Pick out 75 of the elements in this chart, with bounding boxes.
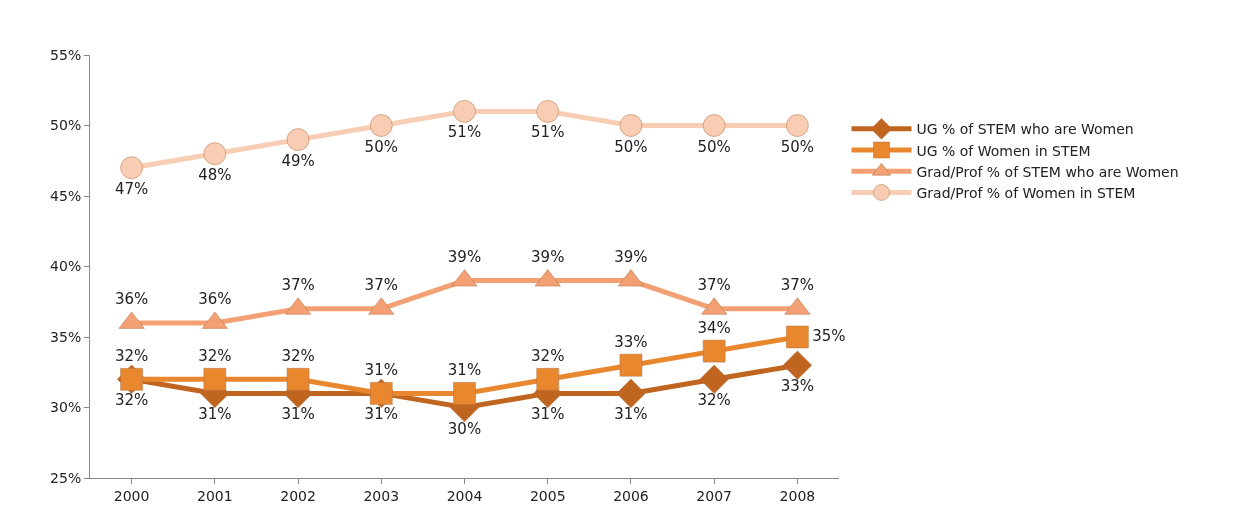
data-label: 50% <box>614 137 648 156</box>
point <box>370 114 393 137</box>
x-tick-label: 2002 <box>280 487 316 504</box>
data-label: 37% <box>281 276 315 295</box>
data-label: 35% <box>812 326 846 345</box>
y-tick-label: 55% <box>50 46 82 63</box>
data-label: 36% <box>198 290 232 309</box>
data-label: 31% <box>364 360 398 379</box>
data-label: 30% <box>447 419 482 438</box>
point <box>286 128 310 151</box>
data-label: 33% <box>614 332 648 351</box>
point <box>616 378 646 408</box>
data-label: 31% <box>531 405 565 424</box>
data-label: 32% <box>198 346 232 365</box>
data-label: 51% <box>447 123 482 142</box>
data-label: 31% <box>447 360 482 379</box>
point <box>203 368 227 391</box>
x-tick-label: 2007 <box>696 487 732 504</box>
x-tick-label: 2001 <box>197 487 233 504</box>
data-label: 39% <box>531 248 565 267</box>
point <box>786 114 809 137</box>
data-label: 31% <box>198 405 232 424</box>
data-label: 50% <box>364 137 398 156</box>
data-label: 48% <box>198 165 232 184</box>
data-label: 39% <box>614 248 648 267</box>
point <box>619 353 643 377</box>
x-tick-label: 2008 <box>779 487 816 504</box>
point <box>536 100 559 123</box>
y-tick-label: 40% <box>50 258 82 275</box>
data-label: 31% <box>364 405 398 424</box>
data-label: 31% <box>281 405 315 424</box>
x-tick-label: 2000 <box>113 487 150 504</box>
data-label: 32% <box>697 391 731 410</box>
point <box>702 114 726 137</box>
data-label: 50% <box>697 137 731 156</box>
legend-label: UG % of STEM who are Women <box>916 121 1134 138</box>
data-label: 34% <box>697 318 731 337</box>
data-label: 36% <box>114 290 149 309</box>
x-tick-label: 2003 <box>363 487 400 504</box>
point <box>782 350 812 380</box>
x-tick-label: 2004 <box>446 487 483 504</box>
data-label: 37% <box>780 276 815 295</box>
data-label: 32% <box>531 346 565 365</box>
point <box>120 156 143 180</box>
data-label: 51% <box>531 123 565 142</box>
x-tick-label: 2005 <box>529 487 566 504</box>
y-tick-label: 25% <box>50 469 82 486</box>
point <box>453 100 476 123</box>
data-label: 49% <box>281 151 315 170</box>
legend-label: UG % of Women in STEM <box>916 142 1091 159</box>
point <box>702 339 726 363</box>
point <box>453 382 476 405</box>
data-label: 33% <box>780 377 815 396</box>
point <box>619 114 643 137</box>
data-label: 37% <box>364 276 398 295</box>
point <box>699 364 729 394</box>
y-tick-label: 50% <box>50 117 82 134</box>
point <box>786 325 809 349</box>
data-label: 39% <box>447 248 482 267</box>
point <box>203 142 227 165</box>
legend-label: Grad/Prof % of Women in STEM <box>916 184 1136 201</box>
data-label: 50% <box>780 137 815 156</box>
point <box>286 368 310 391</box>
point <box>536 368 559 391</box>
data-label: 32% <box>114 346 149 365</box>
y-tick-label: 45% <box>50 187 82 204</box>
y-tick-label: 35% <box>50 328 82 345</box>
y-tick-label: 30% <box>50 399 82 416</box>
x-tick-label: 2006 <box>613 487 649 504</box>
data-label: 37% <box>697 276 731 295</box>
data-label: 47% <box>114 179 149 198</box>
data-label: 32% <box>114 391 149 410</box>
data-label: 32% <box>281 346 315 365</box>
legend-label: Grad/Prof % of STEM who are Women <box>916 163 1179 180</box>
data-label: 31% <box>614 405 648 424</box>
